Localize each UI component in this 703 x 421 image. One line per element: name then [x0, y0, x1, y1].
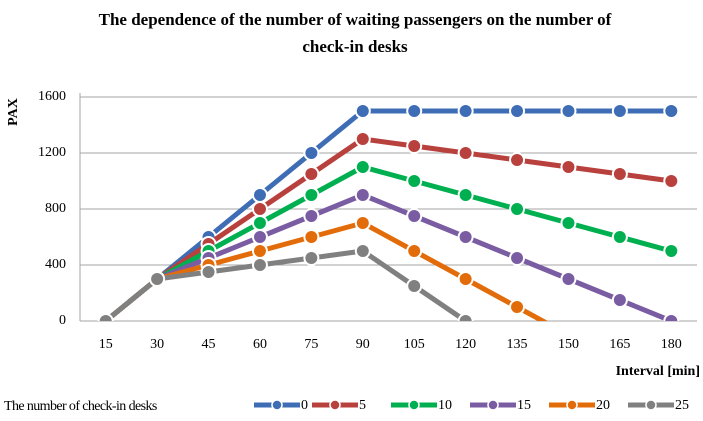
- plot-area: [97, 103, 680, 321]
- series-line: [104, 220, 548, 321]
- data-point: [251, 243, 268, 259]
- data-point: [560, 103, 577, 119]
- legend-marker: [271, 399, 283, 411]
- data-point: [406, 138, 423, 154]
- data-point: [303, 250, 320, 266]
- legend-marker: [566, 399, 578, 411]
- x-tick-label: 105: [404, 337, 425, 352]
- legend-label: 20: [596, 398, 610, 413]
- y-axis-label: PAX: [6, 98, 21, 126]
- data-point: [354, 187, 371, 203]
- data-point: [251, 215, 268, 231]
- x-tick-label: 150: [558, 337, 579, 352]
- y-tick-label: 800: [45, 201, 66, 216]
- series-line: [104, 136, 672, 321]
- y-tick-label: 1200: [38, 145, 66, 160]
- data-point: [611, 166, 628, 182]
- data-point: [354, 131, 371, 147]
- x-tick-label: 30: [150, 337, 164, 352]
- x-tick-label: 45: [202, 337, 216, 352]
- series-line: [104, 248, 468, 321]
- data-point: [200, 264, 217, 280]
- x-tick-label: 90: [356, 337, 370, 352]
- legend-label: 5: [359, 398, 366, 413]
- y-tick-label: 0: [59, 313, 66, 328]
- data-point: [354, 159, 371, 175]
- x-tick-label: 75: [304, 337, 318, 352]
- data-point: [303, 229, 320, 245]
- data-point: [251, 229, 268, 245]
- data-point: [457, 145, 474, 161]
- data-point: [663, 103, 680, 119]
- data-point: [509, 152, 526, 168]
- x-tick-label: 135: [507, 337, 528, 352]
- data-point: [457, 271, 474, 287]
- data-point: [663, 243, 680, 259]
- data-point: [509, 250, 526, 266]
- data-point: [303, 208, 320, 224]
- data-point: [509, 201, 526, 217]
- x-tick-label: 60: [253, 337, 267, 352]
- data-point: [560, 215, 577, 231]
- x-tick-label: 120: [455, 337, 476, 352]
- data-point: [354, 215, 371, 231]
- legend-marker: [408, 399, 420, 411]
- x-tick-label: 165: [609, 337, 630, 352]
- data-point: [560, 159, 577, 175]
- data-point: [251, 201, 268, 217]
- legend-label: 15: [517, 398, 531, 413]
- series-line: [104, 164, 672, 321]
- legend-label: 0: [301, 398, 308, 413]
- data-point: [663, 173, 680, 189]
- data-point: [149, 271, 166, 287]
- legend-marker: [645, 399, 657, 411]
- y-tick-label: 1600: [38, 89, 66, 104]
- data-point: [611, 103, 628, 119]
- data-point: [663, 313, 680, 321]
- data-point: [303, 145, 320, 161]
- data-point: [509, 103, 526, 119]
- series-line: [104, 108, 672, 321]
- legend-label: 25: [675, 398, 689, 413]
- data-point: [354, 103, 371, 119]
- legend-marker: [329, 399, 341, 411]
- data-point: [457, 229, 474, 245]
- data-point: [406, 278, 423, 294]
- data-point: [251, 187, 268, 203]
- legend-title: The number of check-in desks: [4, 399, 157, 414]
- data-point: [303, 166, 320, 182]
- data-point: [611, 229, 628, 245]
- data-point: [97, 313, 114, 321]
- data-point: [457, 313, 474, 321]
- legend-label: 10: [438, 398, 452, 413]
- data-point: [457, 103, 474, 119]
- y-tick-label: 400: [45, 257, 66, 272]
- data-point: [406, 208, 423, 224]
- x-axis-label: Interval [min]: [616, 364, 700, 379]
- data-point: [251, 257, 268, 273]
- data-point: [354, 243, 371, 259]
- x-tick-label: 180: [661, 337, 682, 352]
- legend-marker: [487, 399, 499, 411]
- data-point: [611, 292, 628, 308]
- data-point: [509, 299, 526, 315]
- data-point: [560, 271, 577, 287]
- data-point: [406, 173, 423, 189]
- series-line: [104, 192, 673, 321]
- data-point: [406, 243, 423, 259]
- data-point: [406, 103, 423, 119]
- data-point: [303, 187, 320, 203]
- chart-title: The dependence of the number of waiting …: [98, 10, 612, 56]
- x-tick-label: 15: [99, 337, 113, 352]
- data-point: [457, 187, 474, 203]
